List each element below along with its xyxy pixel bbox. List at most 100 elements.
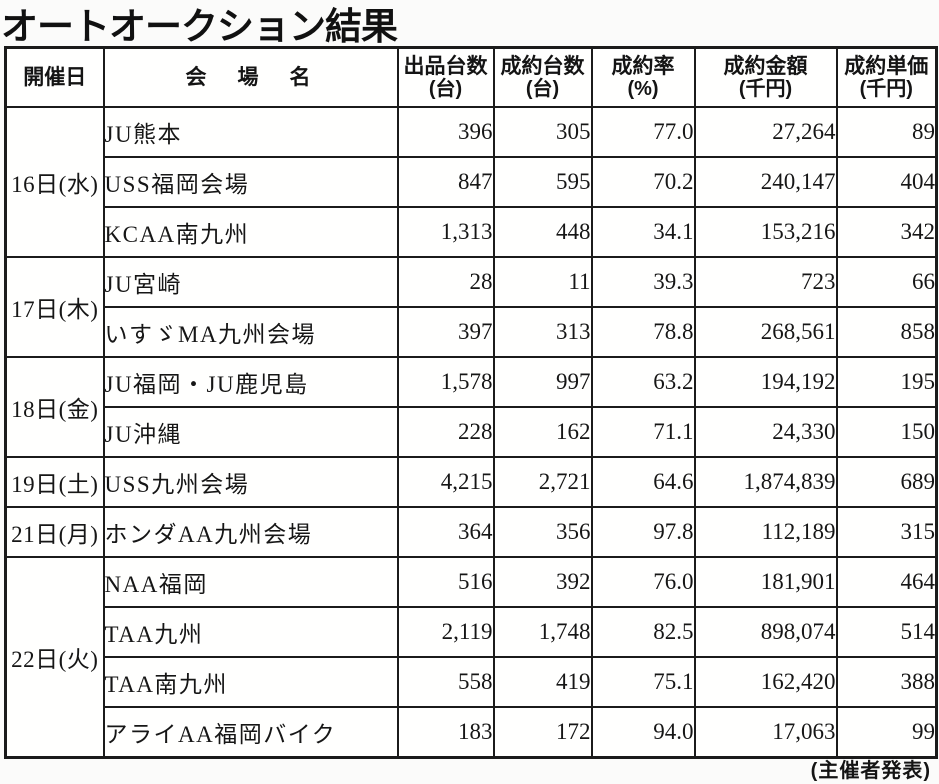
unit-price-cell: 195 xyxy=(835,356,938,408)
venue-cell: TAA南九州 xyxy=(102,656,399,708)
sold-count-cell: 162 xyxy=(492,406,593,458)
sale-amount-cell: 112,189 xyxy=(693,506,838,558)
venue-cell: KCAA南九州 xyxy=(102,206,399,258)
sold-count-cell: 1,748 xyxy=(492,606,593,658)
page-title: オートオークション結果 xyxy=(1,5,398,48)
venue-cell: USS九州会場 xyxy=(102,456,399,508)
venue-cell: USS福岡会場 xyxy=(102,156,399,208)
venue-cell: アライAA福岡バイク xyxy=(102,706,399,759)
venue-cell: JU熊本 xyxy=(102,106,399,158)
header-date: 開催日 xyxy=(4,46,105,108)
sold-count-cell: 11 xyxy=(492,256,593,308)
unit-price-cell: 342 xyxy=(835,206,938,258)
sale-rate-cell: 63.2 xyxy=(590,356,696,408)
header-venue-label: 会 場 名 xyxy=(185,65,316,89)
sale-amount-cell: 268,561 xyxy=(693,306,838,358)
sale-rate-cell: 82.5 xyxy=(590,606,696,658)
date-cell: 21日(月) xyxy=(4,506,105,558)
sale-rate-cell: 94.0 xyxy=(590,706,696,759)
unit-price-cell: 315 xyxy=(835,506,938,558)
sale-amount-cell: 1,874,839 xyxy=(693,456,838,508)
header-unit-price: 成約単価 (千円) xyxy=(835,46,938,108)
header-amount-label: 成約金額 xyxy=(723,54,808,78)
header-sold-unit: (台) xyxy=(525,78,560,101)
sold-count-cell: 419 xyxy=(492,656,593,708)
table-row: アライAA福岡バイク 183 172 94.0 17,063 99 xyxy=(6,706,938,759)
sale-rate-cell: 76.0 xyxy=(590,556,696,608)
table-row: 21日(月) ホンダAA九州会場 364 356 97.8 112,189 315 xyxy=(4,506,938,558)
header-listed-label: 出品台数 xyxy=(403,54,488,78)
date-cell: 18日(金) xyxy=(4,356,105,458)
unit-price-cell: 66 xyxy=(835,256,938,308)
venue-cell: いすゞMA九州会場 xyxy=(102,306,399,358)
table-row: TAA九州 2,119 1,748 82.5 898,074 514 xyxy=(6,606,938,658)
header-sold-count: 成約台数 (台) xyxy=(492,46,593,108)
listed-count-cell: 516 xyxy=(396,556,495,608)
listed-count-cell: 558 xyxy=(396,656,495,708)
sold-count-cell: 392 xyxy=(492,556,593,608)
table-row: JU沖縄 228 162 71.1 24,330 150 xyxy=(6,406,938,458)
sale-amount-cell: 27,264 xyxy=(693,106,838,158)
sale-rate-cell: 64.6 xyxy=(590,456,696,508)
sale-rate-cell: 97.8 xyxy=(590,506,696,558)
header-uprice-unit: (千円) xyxy=(859,78,913,101)
sold-count-cell: 997 xyxy=(492,356,593,408)
sale-amount-cell: 17,063 xyxy=(693,706,838,759)
sale-rate-cell: 78.8 xyxy=(590,306,696,358)
venue-cell: ホンダAA九州会場 xyxy=(102,506,399,558)
sale-amount-cell: 162,420 xyxy=(693,656,838,708)
listed-count-cell: 2,119 xyxy=(396,606,495,658)
unit-price-cell: 464 xyxy=(835,556,938,608)
header-sale-rate: 成約率 (%) xyxy=(590,46,696,108)
table-row: 22日(火) NAA福岡 516 392 76.0 181,901 464 xyxy=(4,556,938,759)
venue-cell: TAA九州 xyxy=(102,606,399,658)
unit-price-cell: 150 xyxy=(835,406,938,458)
sale-rate-cell: 70.2 xyxy=(590,156,696,208)
listed-count-cell: 1,578 xyxy=(396,356,495,408)
date-cell: 22日(火) xyxy=(4,556,105,759)
sold-count-cell: 313 xyxy=(492,306,593,358)
sale-rate-cell: 71.1 xyxy=(590,406,696,458)
header-date-label: 開催日 xyxy=(23,65,87,89)
table-header: 開催日 会 場 名 出品台数 (台) 成約台数 (台) 成約率 (%) xyxy=(4,46,938,108)
sold-count-cell: 595 xyxy=(492,156,593,208)
source-note: (主催者発表) xyxy=(810,760,931,782)
sale-amount-cell: 723 xyxy=(693,256,838,308)
unit-price-cell: 404 xyxy=(835,156,938,208)
table-row: KCAA南九州 1,313 448 34.1 153,216 342 xyxy=(6,206,938,258)
listed-count-cell: 396 xyxy=(396,106,495,158)
sale-rate-cell: 77.0 xyxy=(590,106,696,158)
listed-count-cell: 1,313 xyxy=(396,206,495,258)
header-row: 開催日 会 場 名 出品台数 (台) 成約台数 (台) 成約率 (%) xyxy=(4,46,938,108)
table-row: 16日(水) JU熊本 396 305 77.0 27,264 89 xyxy=(4,106,938,258)
listed-count-cell: 183 xyxy=(396,706,495,759)
header-listed-count: 出品台数 (台) xyxy=(396,46,495,108)
sold-count-cell: 448 xyxy=(492,206,593,258)
table-row: いすゞMA九州会場 397 313 78.8 268,561 858 xyxy=(6,306,938,358)
header-rate-unit: (%) xyxy=(627,78,659,101)
venue-cell: JU福岡・JU鹿児島 xyxy=(102,356,399,408)
table-row: 19日(土) USS九州会場 4,215 2,721 64.6 1,874,839 689 xyxy=(4,456,938,508)
header-sale-amount: 成約金額 (千円) xyxy=(693,46,838,108)
sale-amount-cell: 194,192 xyxy=(693,356,838,408)
listed-count-cell: 364 xyxy=(396,506,495,558)
sale-amount-cell: 898,074 xyxy=(693,606,838,658)
sold-count-cell: 172 xyxy=(492,706,593,759)
sale-amount-cell: 153,216 xyxy=(693,206,838,258)
venue-cell: JU宮崎 xyxy=(102,256,399,308)
sale-amount-cell: 240,147 xyxy=(693,156,838,208)
header-uprice-label: 成約単価 xyxy=(844,54,929,78)
sold-count-cell: 2,721 xyxy=(492,456,593,508)
header-listed-unit: (台) xyxy=(428,78,463,101)
header-amount-unit: (千円) xyxy=(738,78,793,101)
sale-amount-cell: 24,330 xyxy=(693,406,838,458)
unit-price-cell: 858 xyxy=(835,306,938,358)
table-body: 16日(水) JU熊本 396 305 77.0 27,264 89 USS福岡会場 847 59… xyxy=(4,106,938,759)
date-cell: 19日(土) xyxy=(4,456,105,508)
date-cell: 16日(水) xyxy=(4,106,105,258)
table-row: 17日(木) JU宮崎 28 11 39.3 723 66 xyxy=(4,256,938,358)
unit-price-cell: 514 xyxy=(835,606,938,658)
sale-amount-cell: 181,901 xyxy=(693,556,838,608)
sold-count-cell: 305 xyxy=(492,106,593,158)
